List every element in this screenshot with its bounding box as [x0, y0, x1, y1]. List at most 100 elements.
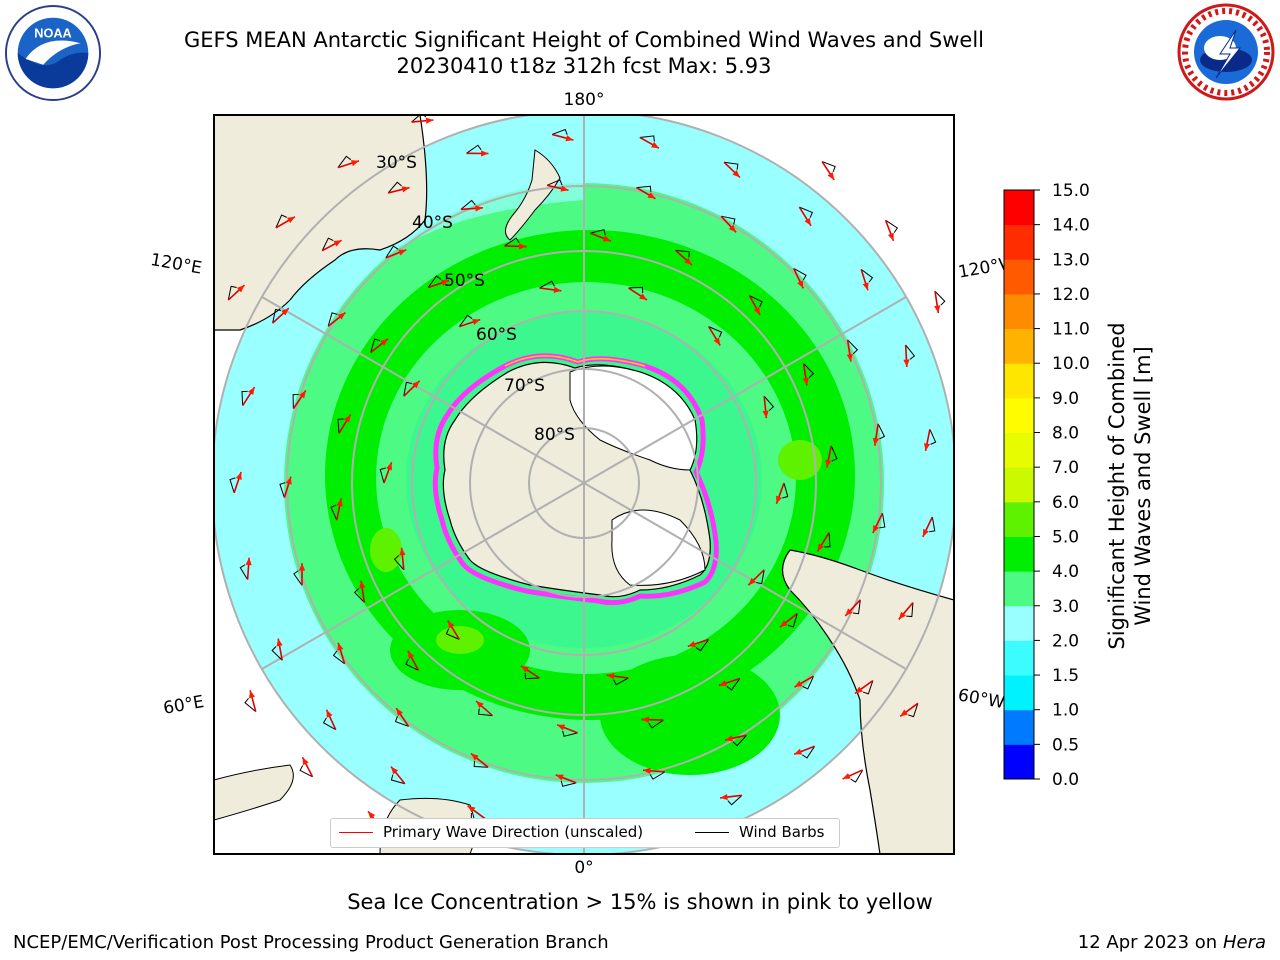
wave-arrowhead	[900, 709, 908, 717]
colorbar-segment	[1004, 709, 1034, 745]
colorbar-tick-label: 2.0	[1052, 631, 1079, 651]
wave-arrowhead	[285, 476, 292, 485]
colorbar-segment	[1004, 675, 1034, 711]
wave-arrowhead	[647, 192, 656, 199]
wave-arrowhead	[872, 525, 879, 533]
wind-barb	[337, 418, 344, 434]
wind-barb	[648, 719, 664, 729]
wind-barb	[934, 290, 946, 306]
colorbar-tick-label: 1.5	[1052, 666, 1079, 686]
wind-barb	[787, 613, 798, 628]
wind-barb	[427, 275, 442, 288]
wave-arrowhead	[720, 793, 728, 801]
colorbar-segment	[1004, 744, 1034, 780]
wind-barb	[852, 599, 861, 615]
wave-arrowhead	[557, 724, 566, 731]
colorbar-segment	[1004, 224, 1034, 260]
wind-barb	[403, 381, 412, 397]
wind-barb	[293, 570, 303, 586]
wind-barb	[458, 314, 473, 327]
colorbar-tick-label: 13.0	[1052, 250, 1090, 270]
wind-barb	[539, 280, 555, 289]
sea-ice-edge	[432, 353, 719, 606]
footer-system: Hera	[1222, 932, 1266, 953]
primary-wave-label: Primary Wave Direction (unscaled)	[383, 823, 644, 841]
wind-barb	[723, 161, 739, 170]
wind-barb	[906, 602, 914, 618]
colorbar-frame	[1003, 189, 1035, 780]
wind-barb	[272, 308, 282, 324]
colorbar-label-line2: Wind Waves and Swell [m]	[1131, 346, 1155, 626]
chart-title-line2: 20230410 t18z 312h fcst Max: 5.93	[396, 54, 772, 78]
wave-direction-arrows	[227, 115, 946, 837]
wave-arrowhead	[794, 748, 803, 755]
wind-barb	[387, 181, 402, 194]
wind-barb	[332, 650, 345, 665]
wind-barb	[244, 698, 257, 712]
wave-arrowhead	[780, 620, 788, 628]
wave-arrowhead	[555, 774, 564, 781]
wind-barb	[327, 312, 338, 327]
wind-barb	[799, 206, 813, 218]
wave-arrowhead	[854, 686, 863, 694]
wave-arrowhead	[934, 305, 941, 313]
wind-barb	[850, 769, 864, 783]
colorbar-segment	[1004, 605, 1034, 641]
sea-ice-note: Sea Ice Concentration > 15% is shown in …	[347, 890, 933, 914]
wind-barb	[227, 285, 237, 301]
colorbar-segment	[1004, 501, 1034, 537]
wind-barb	[905, 344, 916, 360]
wind-barb	[590, 229, 606, 236]
wave-arrowhead	[845, 608, 853, 616]
wind-barb	[708, 326, 723, 338]
noaa-logo: NOAA	[4, 4, 102, 102]
wave-arrowhead	[560, 185, 569, 192]
wave-arrowhead	[802, 377, 809, 386]
wind-barb	[562, 730, 578, 737]
wind-barb	[337, 155, 352, 168]
wave-arrowhead	[399, 547, 406, 556]
wind-barb	[929, 516, 936, 533]
wind-barb	[546, 179, 563, 186]
wind-barbs-swatch	[695, 832, 729, 833]
colorbar-segment	[1004, 190, 1034, 226]
wind-barb	[675, 249, 690, 258]
wind-barb	[551, 128, 568, 135]
wind-barb	[879, 513, 886, 529]
wave-arrowhead	[804, 217, 812, 226]
wind-barb	[695, 639, 710, 652]
wave-arrowhead	[249, 690, 256, 699]
wave-arrowhead	[236, 285, 245, 293]
wave-arrowhead	[827, 172, 835, 180]
wind-barb	[821, 161, 836, 172]
wind-barb	[394, 716, 409, 727]
lon-label-60w: 60°W	[956, 685, 1006, 713]
wave-arrowhead	[343, 414, 351, 423]
wave-arrowhead	[862, 282, 869, 291]
wave-arrowhead	[872, 437, 879, 446]
wave-arrowhead	[350, 160, 359, 167]
wave-arrowhead	[380, 338, 388, 346]
lat-label-80s: 80°S	[534, 425, 575, 445]
lon-label-120e: 120°E	[149, 250, 203, 279]
wave-arrowhead	[333, 240, 342, 247]
wave-arrowhead	[337, 312, 346, 320]
wind-barb	[628, 286, 644, 293]
wind-barb	[370, 338, 381, 353]
wind-barb	[229, 477, 236, 494]
wave-arrowhead	[713, 337, 721, 346]
wave-arrowhead	[337, 642, 344, 651]
footer-attribution: NCEP/EMC/Verification Post Processing Pr…	[13, 932, 609, 953]
wave-arrowhead	[298, 563, 306, 571]
wave-arrowhead	[407, 651, 415, 659]
colorbar-segment	[1004, 397, 1034, 434]
wave-arrowhead	[565, 135, 574, 142]
footer-date-text: 12 Apr 2023 on	[1077, 932, 1223, 953]
wind-barb	[636, 185, 652, 192]
south-america-land	[781, 549, 954, 854]
wave-arrowhead	[359, 580, 366, 589]
colorbar-tick-label: 3.0	[1052, 597, 1079, 617]
wave-arrowhead	[842, 773, 851, 779]
wind-barb	[271, 646, 283, 661]
